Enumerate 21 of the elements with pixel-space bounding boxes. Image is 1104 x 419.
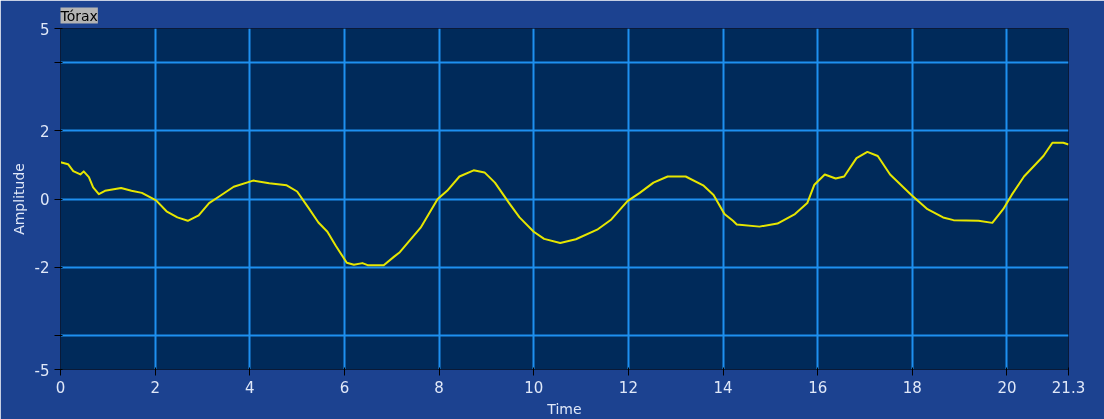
y-axis-title: Amplitude <box>10 163 27 235</box>
x-tick-label: 8 <box>434 378 444 397</box>
y-tick-label: 5 <box>39 20 50 39</box>
chart-title: Tórax <box>59 7 98 24</box>
x-tick-label: 6 <box>339 378 350 397</box>
x-tick-label: 0 <box>55 378 66 397</box>
x-tick-label: 2 <box>150 378 160 397</box>
line-series <box>60 141 1069 267</box>
x-axis-title: Time <box>546 400 582 417</box>
x-tick-label: 12 <box>618 378 638 397</box>
y-tick-label: 2 <box>39 122 50 141</box>
x-tick-label: 20 <box>997 378 1017 397</box>
x-tick-label: 16 <box>808 378 828 397</box>
x-tick-label: 4 <box>245 378 255 397</box>
x-tick-label: 14 <box>713 378 733 397</box>
x-tick-label: 21.3 <box>1051 378 1086 397</box>
y-tick-label: 0 <box>39 191 50 209</box>
y-tick-label: -5 <box>34 361 50 380</box>
y-tick-label: -2 <box>34 259 50 278</box>
x-tick-label: 18 <box>902 378 922 397</box>
x-tick-label: 10 <box>524 378 544 397</box>
